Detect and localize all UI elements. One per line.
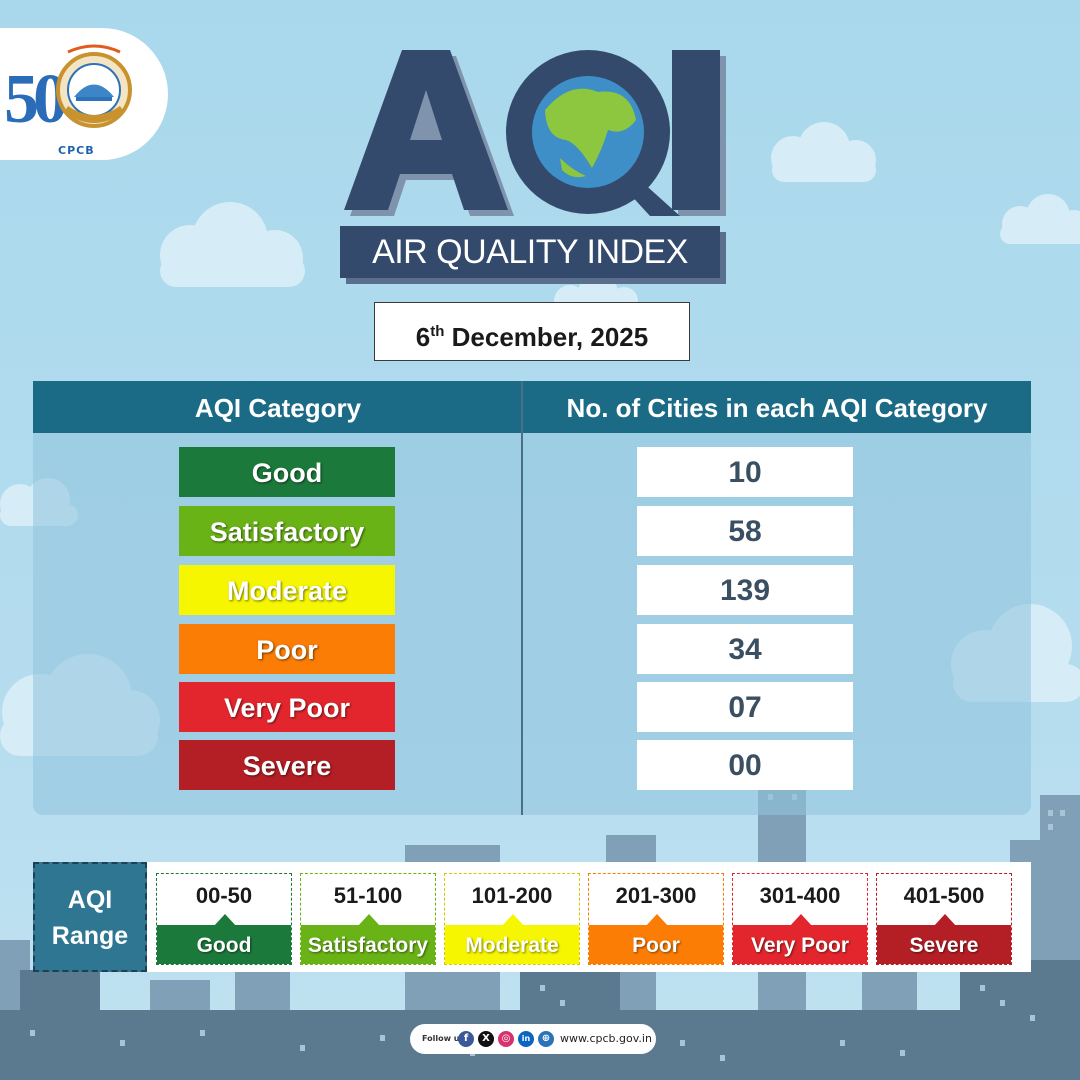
category-very-poor: Very Poor — [179, 682, 395, 732]
range-value: 301-400 — [759, 883, 841, 908]
date-day: 6 — [415, 322, 431, 352]
range-name: Severe — [877, 925, 1011, 964]
globe-icon[interactable]: ⊕ — [538, 1031, 554, 1047]
range-card-good: 00-50 Good — [156, 873, 292, 965]
count-severe: 00 — [637, 740, 853, 790]
logo-years: 1974-2024 — [72, 132, 120, 141]
count-good: 10 — [637, 447, 853, 497]
range-name: Very Poor — [733, 925, 867, 964]
range-label-line2: Range — [51, 922, 129, 950]
count-poor: 34 — [637, 624, 853, 674]
range-value: 51-100 — [333, 883, 403, 908]
range-card-moderate: 101-200 Moderate — [444, 873, 580, 965]
range-label-line1: AQI — [67, 886, 113, 914]
range-pointer — [645, 914, 669, 927]
aqi-title — [344, 50, 726, 216]
range-name: Moderate — [445, 925, 579, 964]
date-rest: December, 2025 — [444, 322, 649, 352]
range-value: 00-50 — [195, 883, 253, 908]
category-good: Good — [179, 447, 395, 497]
table-header: AQI Category No. of Cities in each AQI C… — [33, 381, 1031, 433]
range-value: 401-500 — [903, 883, 985, 908]
subtitle: AIR QUALITY INDEX — [372, 233, 688, 271]
range-pointer — [933, 914, 957, 927]
instagram-icon[interactable]: ◎ — [498, 1031, 514, 1047]
range-value: 101-200 — [471, 883, 553, 908]
range-card-poor: 201-300 Poor — [588, 873, 724, 965]
aqi-table: AQI Category No. of Cities in each AQI C… — [33, 381, 1031, 815]
website-link[interactable]: www.cpcb.gov.in — [560, 1032, 652, 1045]
date-box: 6th December, 2025 — [374, 302, 690, 361]
column-header-count: No. of Cities in each AQI Category — [566, 393, 988, 423]
count-moderate: 139 — [637, 565, 853, 615]
range-pointer — [213, 914, 237, 927]
column-divider — [521, 381, 523, 815]
follow-bar: Follow us f X ◎ in ⊕ www.cpcb.gov.in — [410, 1024, 656, 1054]
category-poor: Poor — [179, 624, 395, 674]
subtitle-banner: AIR QUALITY INDEX — [340, 226, 720, 278]
range-value: 201-300 — [615, 883, 697, 908]
date-suffix: th — [430, 323, 445, 340]
range-pointer — [789, 914, 813, 927]
range-card-very-poor: 301-400 Very Poor — [732, 873, 868, 965]
range-name: Poor — [589, 925, 723, 964]
range-label: AQI Range — [33, 862, 147, 972]
logo-name: CPCB — [58, 144, 95, 157]
cpcb-emblem-icon — [56, 44, 132, 128]
range-card-severe: 401-500 Severe — [876, 873, 1012, 965]
category-satisfactory: Satisfactory — [179, 506, 395, 556]
range-name: Satisfactory — [301, 925, 435, 964]
category-moderate: Moderate — [179, 565, 395, 615]
count-very-poor: 07 — [637, 682, 853, 732]
cloud-decoration — [160, 202, 305, 287]
facebook-icon[interactable]: f — [458, 1031, 474, 1047]
count-satisfactory: 58 — [637, 506, 853, 556]
linkedin-icon[interactable]: in — [518, 1031, 534, 1047]
x-icon[interactable]: X — [478, 1031, 494, 1047]
column-header-category: AQI Category — [194, 393, 362, 423]
cloud-decoration — [771, 122, 876, 182]
aqi-range-strip: AQI Range 00-50 Good 51-100 Satisfactory… — [33, 862, 1031, 972]
range-pointer — [501, 914, 525, 927]
range-pointer — [357, 914, 381, 927]
range-card-satisfactory: 51-100 Satisfactory — [300, 873, 436, 965]
range-name: Good — [157, 925, 291, 964]
follow-label: Follow us — [422, 1034, 465, 1043]
cpcb-logo: 50 1974-2024 CPCB — [0, 28, 168, 160]
cloud-decoration — [1000, 194, 1080, 244]
category-severe: Severe — [179, 740, 395, 790]
